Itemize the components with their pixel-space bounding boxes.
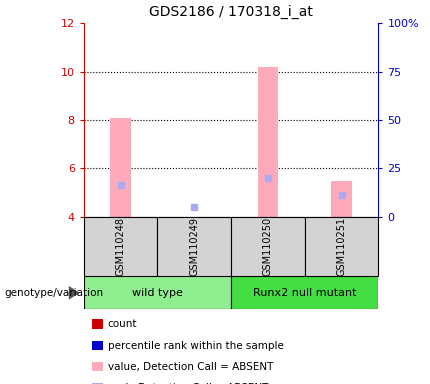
Text: wild type: wild type [132, 288, 183, 298]
Bar [111, 118, 131, 217]
Text: Runx2 null mutant: Runx2 null mutant [253, 288, 356, 298]
Bar [258, 67, 278, 217]
Bar [84, 276, 231, 309]
Bar [231, 276, 378, 309]
Bar [331, 180, 352, 217]
Bar [305, 217, 378, 276]
Bar [157, 217, 231, 276]
Text: value, Detection Call = ABSENT: value, Detection Call = ABSENT [108, 362, 273, 372]
Text: GSM110249: GSM110249 [189, 217, 200, 276]
Text: GSM110251: GSM110251 [337, 217, 347, 276]
Text: genotype/variation: genotype/variation [4, 288, 104, 298]
Title: GDS2186 / 170318_i_at: GDS2186 / 170318_i_at [149, 5, 313, 19]
Text: count: count [108, 319, 137, 329]
Bar [231, 217, 305, 276]
Text: percentile rank within the sample: percentile rank within the sample [108, 341, 283, 351]
Text: rank, Detection Call = ABSENT: rank, Detection Call = ABSENT [108, 383, 268, 384]
Bar [84, 217, 157, 276]
Text: GSM110248: GSM110248 [116, 217, 126, 276]
Text: GSM110250: GSM110250 [263, 217, 273, 276]
